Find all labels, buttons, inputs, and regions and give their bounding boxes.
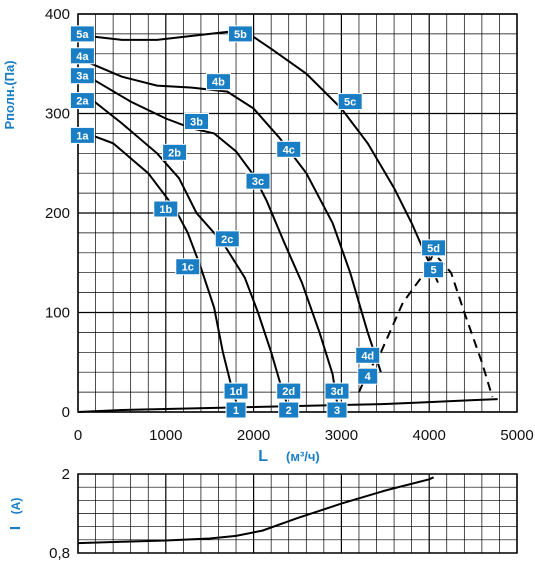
point-label-2a: 2a xyxy=(76,96,89,108)
point-label-5d: 5d xyxy=(427,243,440,255)
current-y-tick-label: 2 xyxy=(62,466,70,483)
point-label-badge-3c xyxy=(245,172,271,190)
fan-curve-1 xyxy=(86,132,239,408)
x-tick-label: 4000 xyxy=(413,427,446,444)
x-tick-label: 1000 xyxy=(149,427,182,444)
point-label-1b: 1b xyxy=(159,204,172,216)
x-tick-label: 3000 xyxy=(325,427,358,444)
point-label-badge-1a xyxy=(69,126,95,144)
point-label-badge-5c xyxy=(337,93,363,111)
main-chart-point-labels: 5a 5b 5c 5d 5 4a 4b 4c 4d 4 3a 3b 3c 3d 3 2a 2b 2c 2d 2 1a 1b… xyxy=(69,25,447,419)
point-label-4d: 4d xyxy=(361,350,374,362)
point-label-badge-5d xyxy=(421,239,447,257)
point-label-5b: 5b xyxy=(234,29,247,41)
point-label-3b: 3b xyxy=(190,116,203,128)
y-tick-label: 300 xyxy=(45,106,70,123)
main-chart-curves xyxy=(77,30,498,413)
point-label-badge-2c xyxy=(214,230,240,248)
point-label-badge-2b xyxy=(162,143,188,161)
point-label-3c: 3c xyxy=(252,176,264,188)
point-label-3a: 3a xyxy=(76,71,89,83)
point-label-4b: 4b xyxy=(212,77,225,89)
point-label-badge-3 xyxy=(326,401,348,419)
point-label-badge-2 xyxy=(278,401,300,419)
y-tick-label: 0 xyxy=(62,404,70,421)
point-label-badge-3b xyxy=(184,112,210,130)
point-label-4: 4 xyxy=(365,371,372,383)
plot-frame xyxy=(77,473,518,554)
point-label-badge-4b xyxy=(205,73,231,91)
current-y-axis-unit: (A) xyxy=(9,498,23,515)
point-label-badge-1c xyxy=(175,258,201,276)
current-y-tick-label: 0,8 xyxy=(49,545,70,562)
point-label-4a: 4a xyxy=(76,51,89,63)
point-label-1: 1 xyxy=(233,405,239,417)
point-label-3d: 3d xyxy=(331,386,344,398)
current-chart-ticks: 0,82 xyxy=(49,466,70,562)
point-label-1c: 1c xyxy=(182,262,194,274)
fan-curve-4 xyxy=(86,60,382,373)
point-label-badge-5a xyxy=(69,25,95,43)
current-curve xyxy=(77,476,435,545)
fan-curve-2 xyxy=(86,94,288,405)
main-x-axis-label: L xyxy=(258,448,268,465)
main-chart-grid xyxy=(77,13,518,413)
point-label-badge-4 xyxy=(357,367,379,385)
point-label-badge-2a xyxy=(69,92,95,110)
point-label-1a: 1a xyxy=(76,130,89,142)
current-y-axis-label: I xyxy=(7,526,24,530)
point-label-badge-1d xyxy=(223,382,249,400)
x-tick-label: 5000 xyxy=(500,427,533,444)
point-label-badge-1b xyxy=(153,200,179,218)
main-chart-ticks: 0 1000 2000 3000 4000 5000 0 100 200 300 400 xyxy=(45,6,534,444)
current-chart-curves xyxy=(77,476,435,545)
point-label-3: 3 xyxy=(334,405,340,417)
point-label-4c: 4c xyxy=(283,144,295,156)
point-label-badge-5 xyxy=(423,261,445,279)
point-label-badge-4c xyxy=(276,140,302,158)
point-label-badge-2d xyxy=(276,382,302,400)
main-y-axis-label: Pполн.(Па) xyxy=(2,60,17,129)
point-label-badge-5b xyxy=(227,25,253,43)
point-label-badge-3d xyxy=(324,382,350,400)
point-label-badge-4a xyxy=(69,47,95,65)
point-label-badge-1 xyxy=(225,401,247,419)
y-tick-label: 200 xyxy=(45,205,70,222)
point-label-badge-4d xyxy=(355,346,381,364)
main-x-axis-unit: (м³/ч) xyxy=(286,449,320,464)
point-label-2c: 2c xyxy=(221,234,233,246)
point-label-badge-3a xyxy=(69,67,95,85)
point-label-5c: 5c xyxy=(344,97,356,109)
y-tick-label: 400 xyxy=(45,6,70,23)
point-label-2b: 2b xyxy=(168,147,181,159)
point-label-2: 2 xyxy=(286,405,292,417)
fan-curve-5 xyxy=(86,30,439,284)
current-chart-grid xyxy=(77,473,518,554)
x-tick-label: 2000 xyxy=(237,427,270,444)
y-tick-label: 100 xyxy=(45,305,70,322)
x-tick-label: 0 xyxy=(74,427,82,444)
point-label-5a: 5a xyxy=(76,29,89,41)
point-label-5: 5 xyxy=(431,265,437,277)
point-label-2d: 2d xyxy=(282,386,295,398)
point-label-1d: 1d xyxy=(230,386,243,398)
